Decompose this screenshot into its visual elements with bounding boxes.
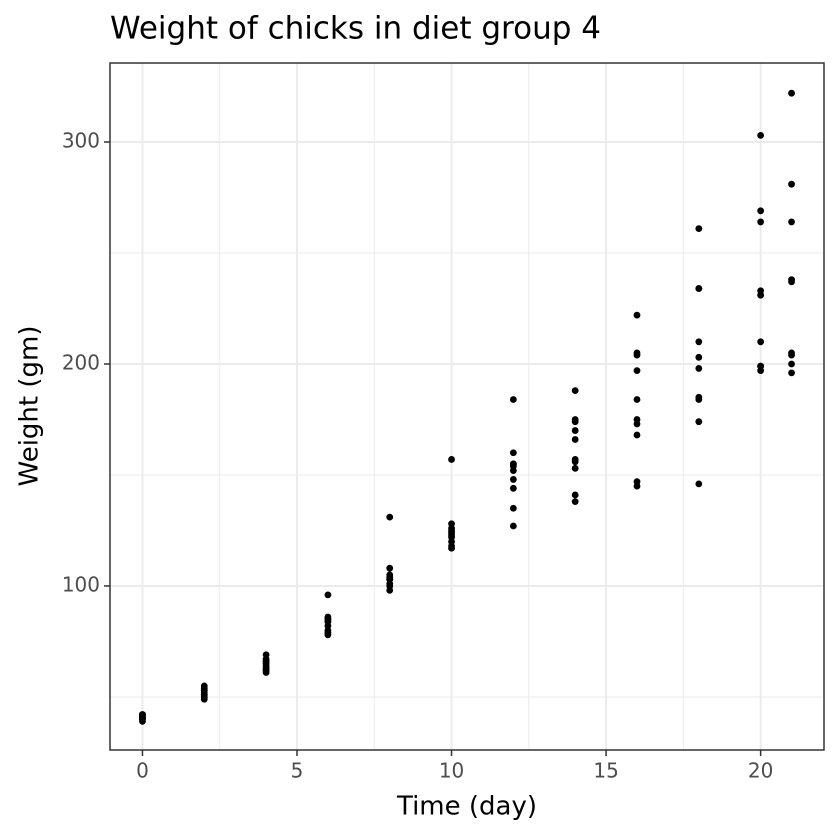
point <box>324 618 332 625</box>
point <box>509 476 517 483</box>
point <box>571 491 579 499</box>
y-tick-label: 300 <box>62 129 100 153</box>
point <box>633 420 641 428</box>
point <box>448 456 455 463</box>
y-tick-label: 100 <box>62 572 100 596</box>
point <box>324 591 332 599</box>
y-axis-label: Weight (gm) <box>15 326 45 487</box>
y-tick-label: 200 <box>62 350 100 374</box>
point <box>200 684 208 692</box>
point <box>509 522 517 530</box>
point <box>139 713 146 721</box>
point <box>633 396 641 403</box>
point <box>757 218 765 226</box>
point <box>571 456 579 463</box>
point <box>448 533 455 541</box>
point <box>324 626 332 634</box>
point <box>633 349 641 357</box>
point <box>757 287 765 295</box>
x-axis-label: Time (day) <box>396 792 537 822</box>
point <box>788 180 795 188</box>
point <box>509 460 517 468</box>
point <box>757 131 765 139</box>
point <box>695 393 703 401</box>
point <box>509 396 517 403</box>
x-tick-label: 5 <box>291 759 304 783</box>
point <box>386 564 394 572</box>
point <box>633 367 641 375</box>
point <box>695 353 703 361</box>
point <box>386 513 394 521</box>
point <box>509 449 517 457</box>
point <box>757 207 765 215</box>
point <box>448 527 455 534</box>
point <box>448 520 455 528</box>
point <box>788 349 795 357</box>
point <box>571 427 579 434</box>
point <box>633 431 641 439</box>
panel-border <box>109 62 825 751</box>
point <box>788 369 795 377</box>
point <box>386 571 394 579</box>
point <box>509 467 517 474</box>
x-tick-label: 20 <box>748 759 773 783</box>
chart-title: Weight of chicks in diet group 4 <box>110 11 601 47</box>
point <box>788 89 795 97</box>
point <box>509 484 517 492</box>
point <box>633 478 641 486</box>
point <box>262 655 270 663</box>
point <box>633 311 641 319</box>
point <box>695 338 703 346</box>
point <box>757 338 765 346</box>
point <box>571 464 579 472</box>
point <box>788 278 795 286</box>
point <box>788 360 795 368</box>
point <box>571 498 579 506</box>
point <box>695 365 703 372</box>
point <box>571 416 579 423</box>
point <box>757 367 765 375</box>
point <box>695 225 703 232</box>
point <box>695 418 703 426</box>
point <box>200 693 208 701</box>
x-tick-label: 0 <box>136 759 149 783</box>
point <box>262 662 270 670</box>
point <box>571 436 579 443</box>
x-tick-label: 15 <box>593 759 618 783</box>
point <box>509 504 517 512</box>
point <box>788 218 795 226</box>
point <box>695 285 703 292</box>
x-tick-label: 10 <box>439 759 464 783</box>
point <box>448 544 455 552</box>
point <box>695 480 703 488</box>
point <box>571 387 579 395</box>
point <box>386 582 394 590</box>
